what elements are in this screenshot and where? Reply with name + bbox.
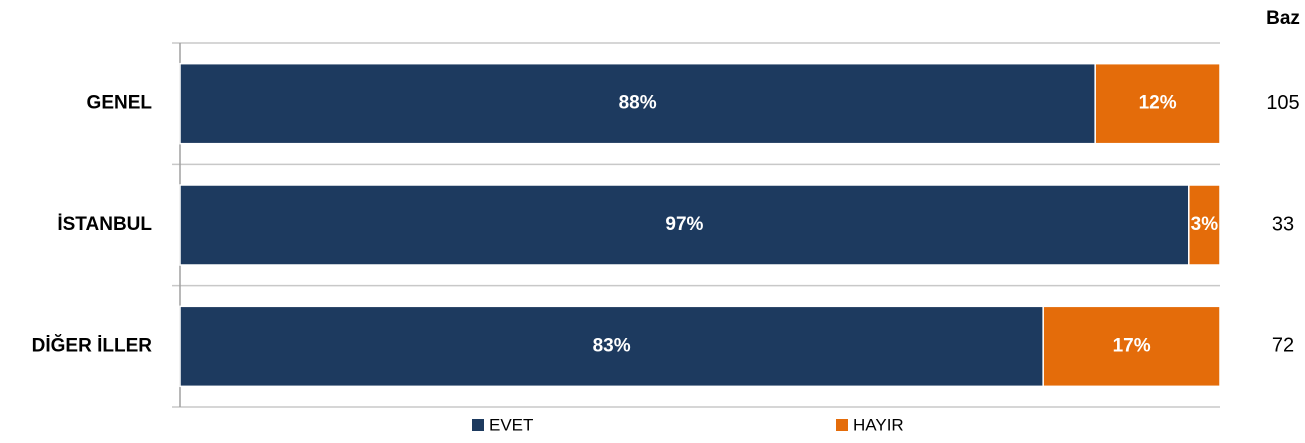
baz-value: 72 bbox=[1272, 335, 1294, 357]
baz-header: Baz bbox=[1266, 8, 1300, 29]
bar-segment bbox=[1094, 62, 1221, 145]
legend-swatch bbox=[472, 419, 484, 431]
legend-label: HAYIR bbox=[853, 415, 904, 434]
value-label: 3% bbox=[1191, 214, 1219, 235]
y-tick-label: GENEL bbox=[87, 93, 153, 114]
value-label: 97% bbox=[665, 214, 703, 235]
y-tick-label: İSTANBUL bbox=[57, 214, 152, 235]
y-tick-label: DİĞER İLLER bbox=[32, 334, 153, 356]
bar-segment bbox=[179, 184, 1190, 266]
value-label: 12% bbox=[1139, 93, 1177, 114]
value-label: 88% bbox=[619, 93, 657, 114]
legend-label: EVET bbox=[489, 415, 533, 434]
bar-segment bbox=[1042, 305, 1221, 388]
legend-swatch bbox=[836, 419, 848, 431]
bar-segment bbox=[1188, 184, 1221, 266]
value-label: 17% bbox=[1113, 335, 1151, 356]
bar-segment bbox=[179, 305, 1044, 388]
value-label: 83% bbox=[593, 335, 631, 356]
baz-value: 105 bbox=[1266, 92, 1299, 114]
bar-segment bbox=[179, 62, 1096, 145]
baz-value: 33 bbox=[1272, 213, 1294, 235]
